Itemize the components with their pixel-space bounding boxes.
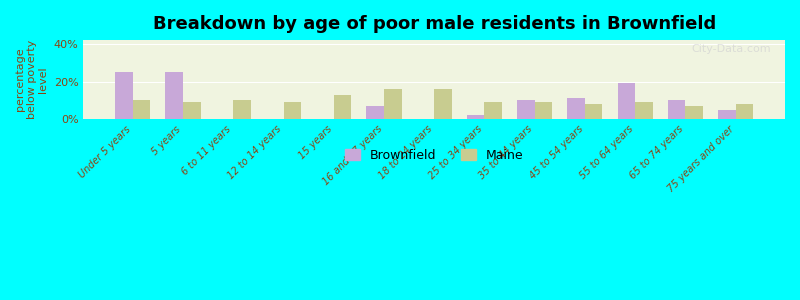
Bar	[366, 106, 384, 119]
Bar	[166, 72, 183, 119]
Bar	[115, 72, 133, 119]
Bar	[635, 102, 653, 119]
Bar	[668, 100, 686, 119]
Bar	[234, 100, 251, 119]
Bar	[534, 102, 552, 119]
Bar	[283, 102, 301, 119]
Bar	[183, 102, 201, 119]
Y-axis label: percentage
below poverty
level: percentage below poverty level	[15, 40, 48, 119]
Bar	[384, 89, 402, 119]
Bar	[467, 116, 485, 119]
Bar	[334, 95, 351, 119]
Bar	[735, 104, 753, 119]
Bar	[434, 89, 452, 119]
Title: Breakdown by age of poor male residents in Brownfield: Breakdown by age of poor male residents …	[153, 15, 716, 33]
Legend: Brownfield, Maine: Brownfield, Maine	[340, 144, 529, 167]
Bar	[517, 100, 534, 119]
Bar	[567, 98, 585, 119]
Bar	[133, 100, 150, 119]
Bar	[618, 83, 635, 119]
Text: City-Data.com: City-Data.com	[691, 44, 771, 54]
Bar	[718, 110, 735, 119]
Bar	[686, 106, 703, 119]
Bar	[485, 102, 502, 119]
Bar	[585, 104, 602, 119]
